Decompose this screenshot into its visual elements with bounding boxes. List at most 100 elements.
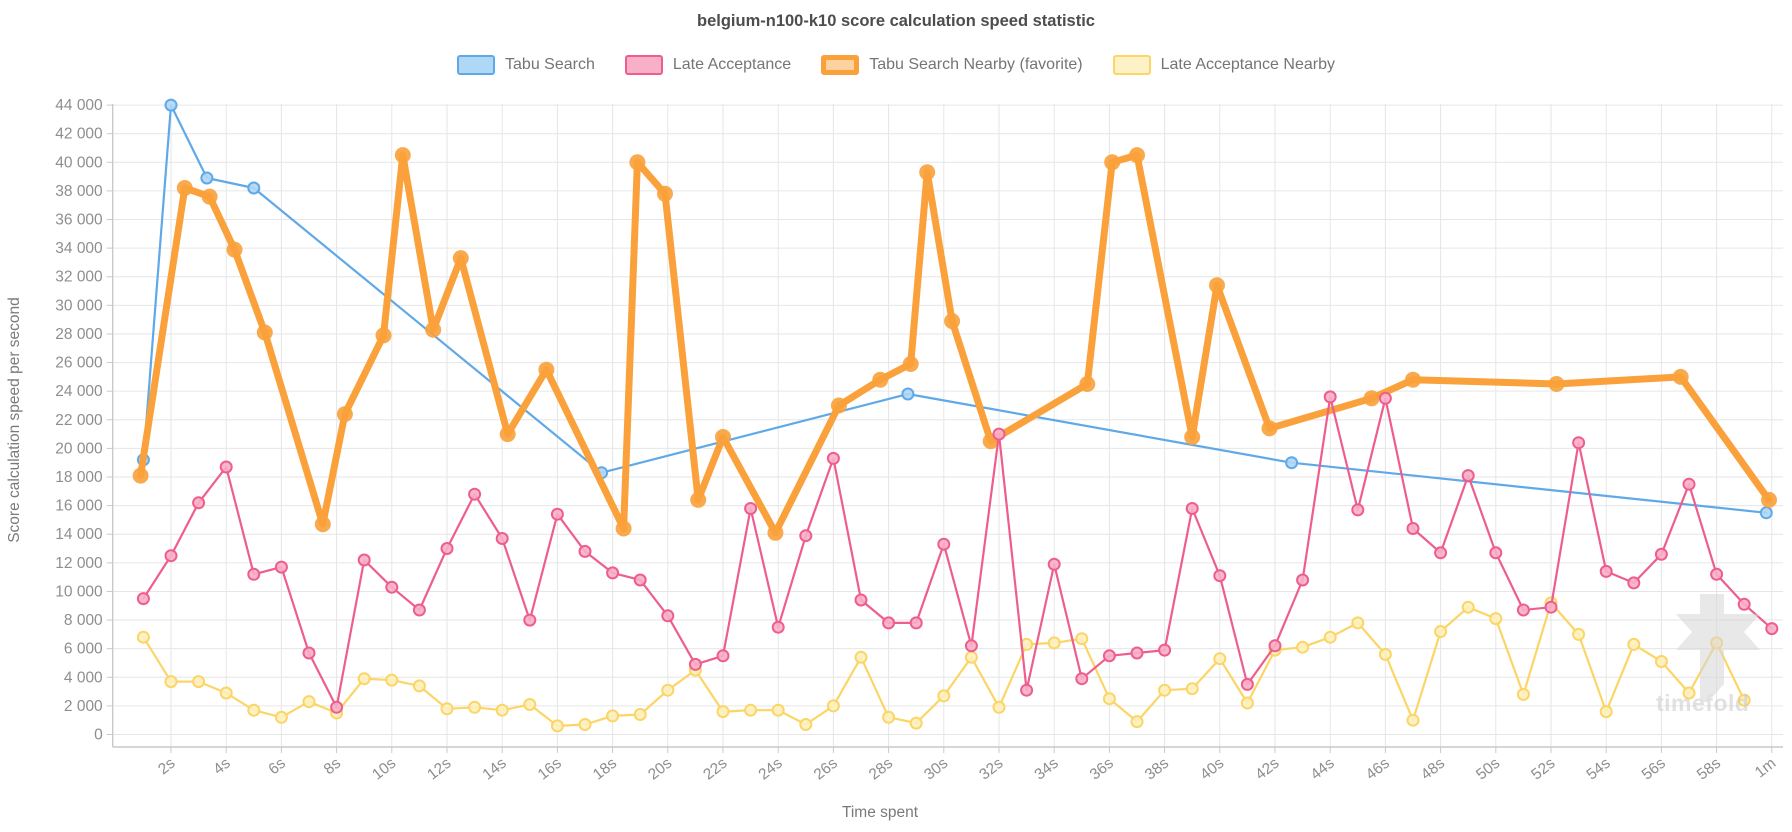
data-point-marker[interactable] (1351, 503, 1365, 517)
data-point-marker[interactable] (1079, 376, 1096, 392)
data-point-marker[interactable] (1627, 576, 1641, 590)
data-point-marker[interactable] (136, 630, 150, 644)
data-point-marker[interactable] (919, 164, 936, 181)
data-point-marker[interactable] (132, 467, 149, 484)
data-point-marker[interactable] (219, 686, 233, 700)
data-point-marker[interactable] (1296, 640, 1310, 654)
data-point-marker[interactable] (854, 593, 868, 607)
data-point-marker[interactable] (1761, 491, 1777, 508)
data-point-marker[interactable] (495, 703, 509, 717)
data-point-marker[interactable] (1158, 643, 1172, 657)
data-point-marker[interactable] (247, 181, 261, 195)
data-point-marker[interactable] (661, 609, 675, 623)
data-point-marker[interactable] (1213, 652, 1227, 666)
data-point-marker[interactable] (247, 567, 261, 581)
data-point-marker[interactable] (538, 361, 555, 378)
data-point-marker[interactable] (247, 703, 261, 717)
data-point-marker[interactable] (1489, 612, 1503, 626)
data-point-marker[interactable] (330, 700, 344, 714)
data-point-marker[interactable] (1682, 686, 1696, 700)
data-point-marker[interactable] (550, 507, 564, 521)
data-point-marker[interactable] (1323, 390, 1337, 404)
legend-item-late-acceptance-nearby[interactable]: Late Acceptance Nearby (1112, 55, 1335, 75)
data-point-marker[interactable] (192, 675, 206, 689)
data-point-marker[interactable] (944, 313, 961, 330)
data-point-marker[interactable] (633, 573, 647, 587)
data-point-marker[interactable] (1710, 567, 1724, 581)
data-point-marker[interactable] (1129, 147, 1145, 164)
data-point-marker[interactable] (606, 566, 620, 580)
data-point-marker[interactable] (1627, 637, 1641, 651)
data-point-marker[interactable] (716, 705, 730, 719)
data-point-marker[interactable] (1682, 477, 1696, 491)
data-point-marker[interactable] (882, 616, 896, 630)
data-point-marker[interactable] (1075, 672, 1089, 686)
data-point-marker[interactable] (1737, 597, 1751, 611)
data-point-marker[interactable] (468, 487, 482, 501)
data-point-marker[interactable] (523, 613, 537, 627)
data-point-marker[interactable] (1285, 456, 1299, 470)
data-point-marker[interactable] (302, 695, 316, 709)
data-point-marker[interactable] (1261, 420, 1278, 437)
data-point-marker[interactable] (385, 580, 399, 594)
data-point-marker[interactable] (1489, 546, 1503, 560)
data-point-marker[interactable] (440, 542, 454, 555)
data-point-marker[interactable] (606, 709, 620, 723)
data-point-marker[interactable] (336, 406, 353, 423)
data-point-marker[interactable] (164, 98, 178, 112)
data-point-marker[interactable] (495, 532, 509, 545)
data-point-marker[interactable] (937, 689, 951, 703)
legend-item-late-acceptance[interactable]: Late Acceptance (624, 55, 791, 75)
data-point-marker[interactable] (1102, 692, 1116, 706)
data-point-marker[interactable] (1548, 376, 1565, 392)
data-point-marker[interactable] (1130, 646, 1144, 660)
series-tabu-search-nearby-favorite-[interactable] (132, 147, 1777, 541)
data-point-marker[interactable] (854, 650, 868, 664)
data-point-marker[interactable] (1020, 683, 1034, 697)
data-point-marker[interactable] (1599, 705, 1613, 719)
data-point-marker[interactable] (578, 718, 592, 731)
data-point-marker[interactable] (412, 679, 426, 693)
data-point-marker[interactable] (882, 710, 896, 724)
data-point-marker[interactable] (1158, 683, 1172, 697)
data-point-marker[interactable] (826, 699, 840, 713)
data-point-marker[interactable] (1209, 277, 1225, 294)
data-point-marker[interactable] (1516, 687, 1530, 701)
data-point-marker[interactable] (314, 516, 331, 533)
data-point-marker[interactable] (1434, 625, 1448, 638)
data-point-marker[interactable] (771, 703, 785, 717)
series-late-acceptance[interactable] (136, 390, 1779, 714)
data-point-marker[interactable] (1075, 632, 1089, 646)
data-point-marker[interactable] (523, 698, 537, 711)
data-point-marker[interactable] (452, 250, 469, 267)
data-point-marker[interactable] (633, 708, 647, 721)
data-point-marker[interactable] (192, 496, 206, 510)
data-point-marker[interactable] (1351, 616, 1365, 630)
data-point-marker[interactable] (1572, 627, 1586, 641)
data-point-marker[interactable] (771, 620, 785, 634)
data-point-marker[interactable] (902, 356, 919, 372)
data-point-marker[interactable] (1654, 655, 1668, 668)
data-point-marker[interactable] (256, 324, 273, 341)
data-point-marker[interactable] (1240, 696, 1254, 710)
data-point-marker[interactable] (1184, 429, 1201, 445)
data-point-marker[interactable] (274, 710, 288, 724)
data-point-marker[interactable] (219, 460, 233, 474)
data-point-marker[interactable] (1572, 436, 1586, 450)
data-point-marker[interactable] (1378, 647, 1392, 661)
data-point-marker[interactable] (1737, 693, 1751, 707)
data-point-marker[interactable] (1185, 682, 1199, 696)
data-point-marker[interactable] (201, 188, 218, 205)
data-point-marker[interactable] (226, 241, 243, 258)
data-point-marker[interactable] (937, 537, 951, 551)
data-point-marker[interactable] (274, 560, 288, 574)
data-point-marker[interactable] (615, 520, 632, 537)
data-point-marker[interactable] (1765, 622, 1779, 636)
data-point-marker[interactable] (1323, 630, 1337, 644)
data-point-marker[interactable] (578, 544, 592, 558)
data-point-marker[interactable] (657, 185, 673, 202)
data-point-marker[interactable] (425, 321, 442, 338)
data-point-marker[interactable] (629, 154, 646, 171)
data-point-marker[interactable] (412, 603, 426, 617)
